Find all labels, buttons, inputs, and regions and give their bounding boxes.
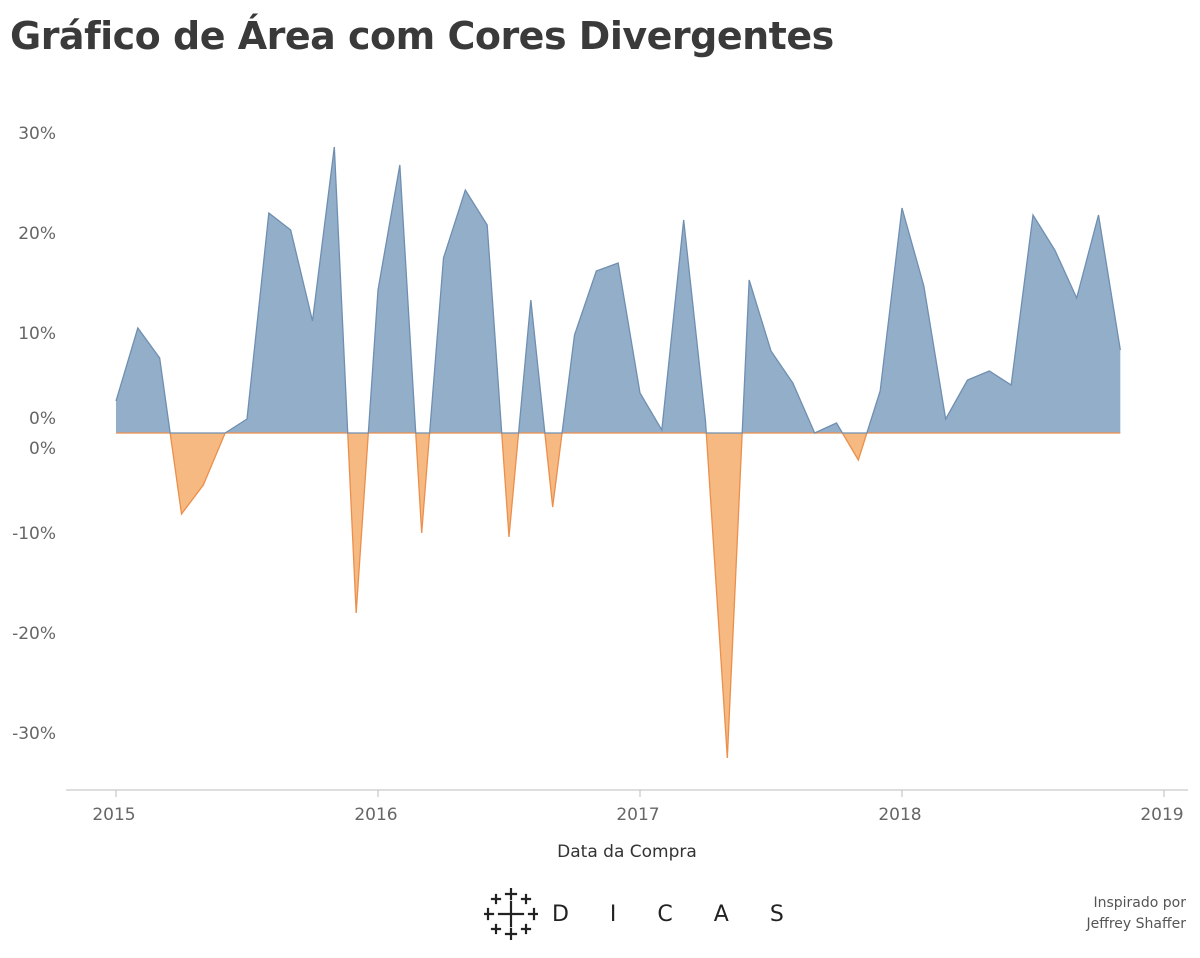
y-tick-label: -30% bbox=[12, 724, 56, 744]
positive-area bbox=[116, 147, 1121, 433]
dicas-logo: D I C A S bbox=[484, 888, 801, 940]
y-tick-label: 10% bbox=[18, 324, 56, 344]
x-axis-label: Data da Compra bbox=[557, 842, 697, 862]
credit-note: Inspirado por Jeffrey Shaffer bbox=[1086, 893, 1186, 935]
logo-text: D I C A S bbox=[552, 901, 801, 927]
x-tick-label: 2015 bbox=[92, 805, 135, 825]
negative-area bbox=[116, 433, 1121, 758]
credit-line-2: Jeffrey Shaffer bbox=[1086, 916, 1186, 932]
chart-title: Gráfico de Área com Cores Divergentes bbox=[10, 14, 834, 58]
y-axis: 30% 20% 10% 0% 0% -10% -20% -30% bbox=[12, 124, 56, 744]
positive-line bbox=[115, 146, 1121, 434]
y-tick-label: 0% bbox=[29, 439, 56, 459]
negative-line bbox=[116, 432, 1121, 759]
divergent-area-chart: 30%20%10%0%0%-10%-20%-30% 2015 2016 2017 20… bbox=[12, 124, 1188, 862]
y-tick-label: 30% bbox=[18, 124, 56, 144]
credit-line-1: Inspirado por bbox=[1093, 895, 1186, 911]
area-layer bbox=[115, 146, 1121, 759]
x-tick-label: 2019 bbox=[1140, 805, 1183, 825]
x-axis: 2015 2016 2017 2018 2019 bbox=[66, 789, 1188, 825]
x-tick-label: 2018 bbox=[878, 805, 921, 825]
y-tick-label: -10% bbox=[12, 524, 56, 544]
y-tick-label: -20% bbox=[12, 624, 56, 644]
y-tick-label: 20% bbox=[18, 224, 56, 244]
y-tick-label: 0% bbox=[29, 409, 56, 429]
tableau-plus-cluster-icon bbox=[484, 888, 538, 940]
x-tick-label: 2017 bbox=[616, 805, 659, 825]
x-tick-label: 2016 bbox=[354, 805, 397, 825]
